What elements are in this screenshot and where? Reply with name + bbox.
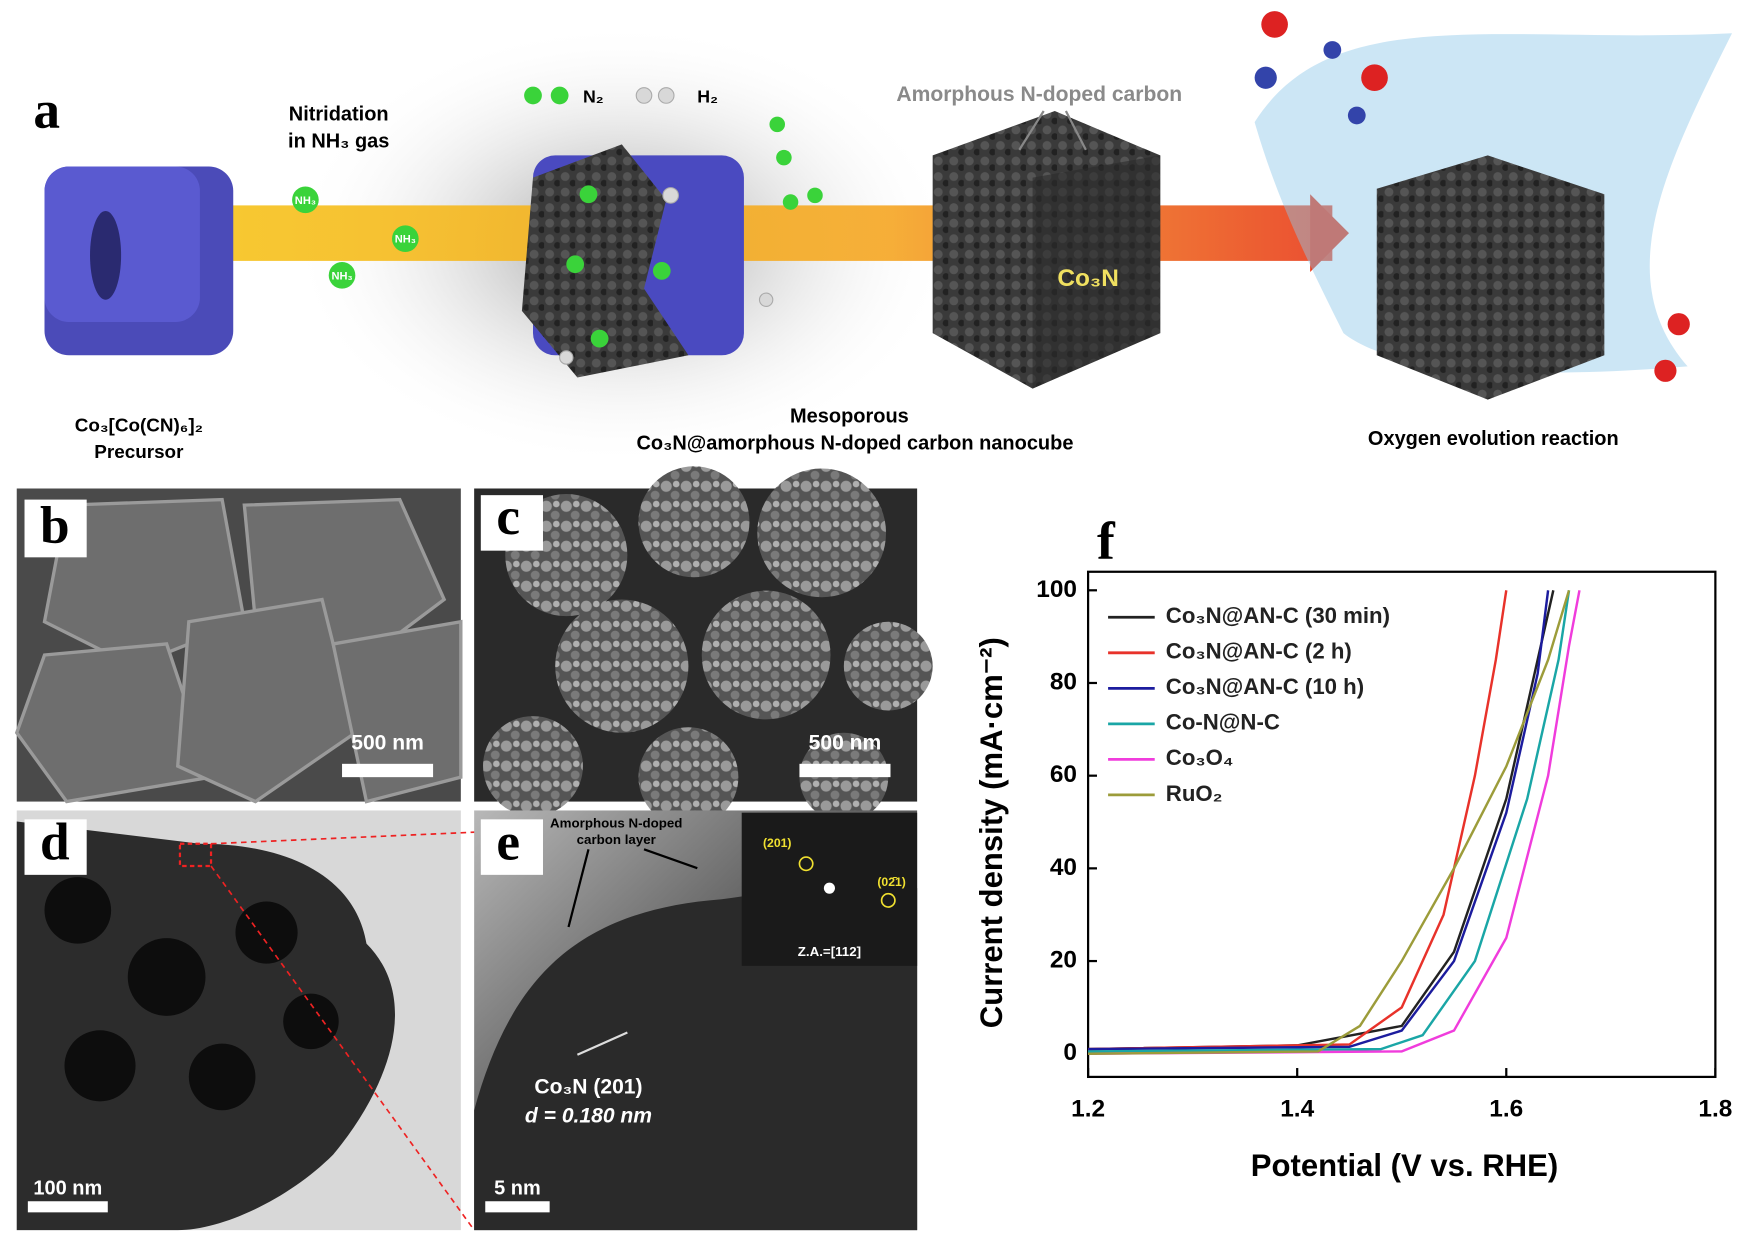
y-axis-label: Current density (mA·cm⁻²) [974, 637, 1009, 1028]
y-tick-label: 20 [1050, 947, 1077, 974]
molecule-label: NH₃ [395, 234, 416, 246]
lattice-marker [576, 1031, 628, 1056]
scale-label: 5 nm [494, 1177, 541, 1199]
legend-label: Co₃N@AN-C (30 min) [1166, 603, 1390, 628]
layer-text: Amorphous N-doped [550, 815, 682, 830]
reaction-text: Oxygen evolution reaction [1368, 428, 1619, 450]
legend-label: Co₃N@AN-C (2 h) [1166, 639, 1352, 664]
pointer [1064, 110, 1087, 151]
spot-label: (201) [763, 836, 792, 850]
panel-e-image [474, 810, 918, 1231]
product-text: Mesoporous [790, 406, 909, 428]
series-line [1088, 589, 1571, 1055]
series-line [1088, 590, 1508, 1051]
legend-label: Co₃N@AN-C (10 h) [1166, 674, 1364, 699]
scale-label: 500 nm [809, 731, 882, 754]
lattice-text: Co₃N (201) [534, 1076, 642, 1099]
pointer [567, 849, 590, 928]
molecule-label: NH₃ [295, 195, 316, 207]
step-text: in NH₃ gas [288, 130, 389, 152]
scale-label: 100 nm [33, 1177, 102, 1199]
x-tick-label: 1.4 [1280, 1096, 1314, 1123]
scale-label: 500 nm [351, 731, 424, 754]
legend-label: Co₃O₄ [1166, 745, 1234, 770]
panel-label: c [496, 487, 520, 546]
panel-label: e [496, 812, 520, 871]
y-tick-label: 80 [1050, 668, 1077, 695]
scale-bars [27, 763, 891, 1213]
layer-text: carbon layer [577, 832, 656, 847]
legend-label: Co-N@N-C [1166, 710, 1280, 735]
x-axis-label: Potential (V vs. RHE) [1251, 1148, 1558, 1183]
panel-label: d [40, 812, 70, 871]
pointer [643, 848, 698, 870]
zoom-line [210, 865, 475, 1231]
y-tick-label: 100 [1036, 576, 1077, 603]
legend-label: RuO₂ [1166, 781, 1223, 806]
series-line [1088, 590, 1571, 1053]
precursor-text: Co₃[Co(CN)₆]₂ [75, 414, 203, 435]
panel-a-art [44, 11, 1733, 467]
panel-c-image [474, 466, 933, 828]
precursor-text: Precursor [94, 441, 184, 462]
pointer [1018, 110, 1045, 151]
label-boxes [24, 495, 543, 875]
panel-d-image [16, 810, 461, 1231]
panel-b-image [14, 488, 463, 804]
plot-frame [1086, 570, 1717, 1079]
core-text: Co₃N [1057, 265, 1118, 292]
step-text: Nitridation [289, 104, 389, 126]
lattice-text: d = 0.180 nm [525, 1104, 652, 1127]
y-tick-label: 60 [1050, 761, 1077, 788]
x-tick-label: 1.6 [1489, 1096, 1523, 1123]
y-tick-label: 40 [1050, 854, 1077, 881]
product-text: Co₃N@amorphous N-doped carbon nanocube [636, 432, 1073, 454]
legend-label: H₂ [697, 86, 718, 106]
spot-label: (02̄1) [877, 875, 906, 889]
y-tick-label: 0 [1063, 1039, 1077, 1066]
shell-text: Amorphous N-doped carbon [896, 83, 1182, 106]
x-tick-label: 1.8 [1698, 1096, 1732, 1123]
legend-label: N₂ [583, 86, 604, 106]
series-line [1088, 590, 1581, 1055]
series-line [1088, 590, 1550, 1051]
panel-label: f [1097, 511, 1116, 570]
molecule-label: NH₃ [331, 270, 352, 282]
panel-label: a [33, 81, 60, 140]
zone-axis: Z.A.=[112] [798, 944, 861, 959]
panel-label: b [40, 496, 70, 555]
x-tick-label: 1.2 [1071, 1096, 1105, 1123]
